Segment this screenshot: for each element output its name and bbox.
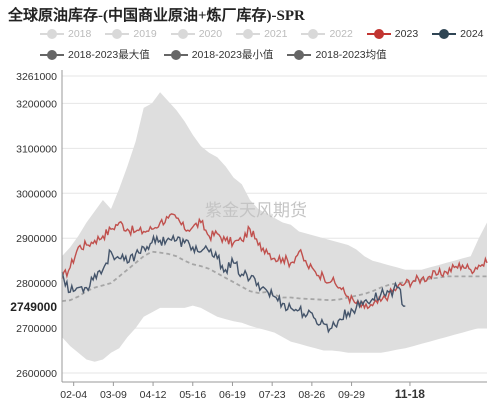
legend-label: 2018-2023最小值 xyxy=(191,49,274,61)
legend-swatch xyxy=(163,49,188,60)
legend-swatch xyxy=(40,29,64,39)
legend-swatch xyxy=(301,29,326,39)
legend-label: 2024 xyxy=(460,28,484,40)
legend-item-2019[interactable]: 2019 xyxy=(105,28,157,40)
legend-item-2018-2023均值[interactable]: 2018-2023均值 xyxy=(287,47,387,62)
x-tick-label: 03-09 xyxy=(100,389,127,401)
y-tick-label: 2900000 xyxy=(16,233,57,245)
x-tick-label: 06-19 xyxy=(219,389,246,401)
y-tick-label: 3100000 xyxy=(16,143,57,155)
x-tick-label: 02-04 xyxy=(60,389,87,401)
legend-swatch xyxy=(366,29,391,39)
highlight-value-label: 2749000 xyxy=(10,300,57,314)
series-lines xyxy=(61,213,488,334)
legend-item-2023[interactable]: 2023 xyxy=(366,28,419,40)
axes: 2600000 2700000 2800000 2900000 3000000 31000… xyxy=(0,70,487,401)
legend-label: 2019 xyxy=(133,28,157,40)
x-tick-label: 04-12 xyxy=(140,389,167,401)
legend-label: 2018-2023最大值 xyxy=(68,49,150,61)
legend-item-2022[interactable]: 2022 xyxy=(301,28,353,40)
min-max-band xyxy=(62,92,487,362)
band-area xyxy=(62,92,487,362)
legend-label: 2018-2023均值 xyxy=(315,49,387,61)
legend-swatch xyxy=(287,49,312,60)
x-tick-label: 11-18 xyxy=(395,387,425,401)
legend-label: 2022 xyxy=(329,28,353,40)
legend-label: 2021 xyxy=(264,28,288,40)
legend-item-2021[interactable]: 2021 xyxy=(236,28,287,40)
legend-label: 2020 xyxy=(198,28,223,40)
legend-label: 2018 xyxy=(68,28,92,40)
legend-item-2024[interactable]: 2024 xyxy=(432,28,484,40)
x-tick-label: 07-23 xyxy=(259,389,286,401)
legend-item-2020[interactable]: 2020 xyxy=(170,28,223,40)
legend-item-2018-2023最小值[interactable]: 2018-2023最小值 xyxy=(163,47,274,62)
highlight-value-box xyxy=(0,298,58,315)
x-tick-label: 08-26 xyxy=(298,389,325,401)
legend-label: 2023 xyxy=(394,28,419,40)
y-tick-label: 2600000 xyxy=(16,368,57,380)
y-tick-label: 2700000 xyxy=(16,323,57,335)
y-tick-label: 3000000 xyxy=(16,188,57,200)
chart-title: 全球原油库存-(中国商业原油+炼厂库存)-SPR xyxy=(8,8,305,24)
legend-swatch xyxy=(40,49,64,60)
y-tick-label: 2800000 xyxy=(16,278,57,290)
legend-swatch xyxy=(105,29,130,39)
series-2023-line xyxy=(61,213,488,310)
legend-swatch xyxy=(236,29,261,39)
x-tick-label: 09-29 xyxy=(338,389,365,401)
y-tick-label: 3261000 xyxy=(16,71,57,83)
x-tick-label: 05-16 xyxy=(179,389,206,401)
y-tick-label: 3200000 xyxy=(16,98,57,110)
legend-swatch xyxy=(432,29,457,39)
watermark-text: 紫金天风期货 xyxy=(205,201,307,220)
watermark: 紫金天风期货 xyxy=(205,201,307,220)
series-2024-line xyxy=(61,233,406,334)
series-avg-line xyxy=(61,250,487,302)
legend-item-2018-2023最大值[interactable]: 2018-2023最大值 xyxy=(40,47,150,62)
legend-item-2018[interactable]: 2018 xyxy=(40,28,91,40)
legend-swatch xyxy=(170,29,195,39)
